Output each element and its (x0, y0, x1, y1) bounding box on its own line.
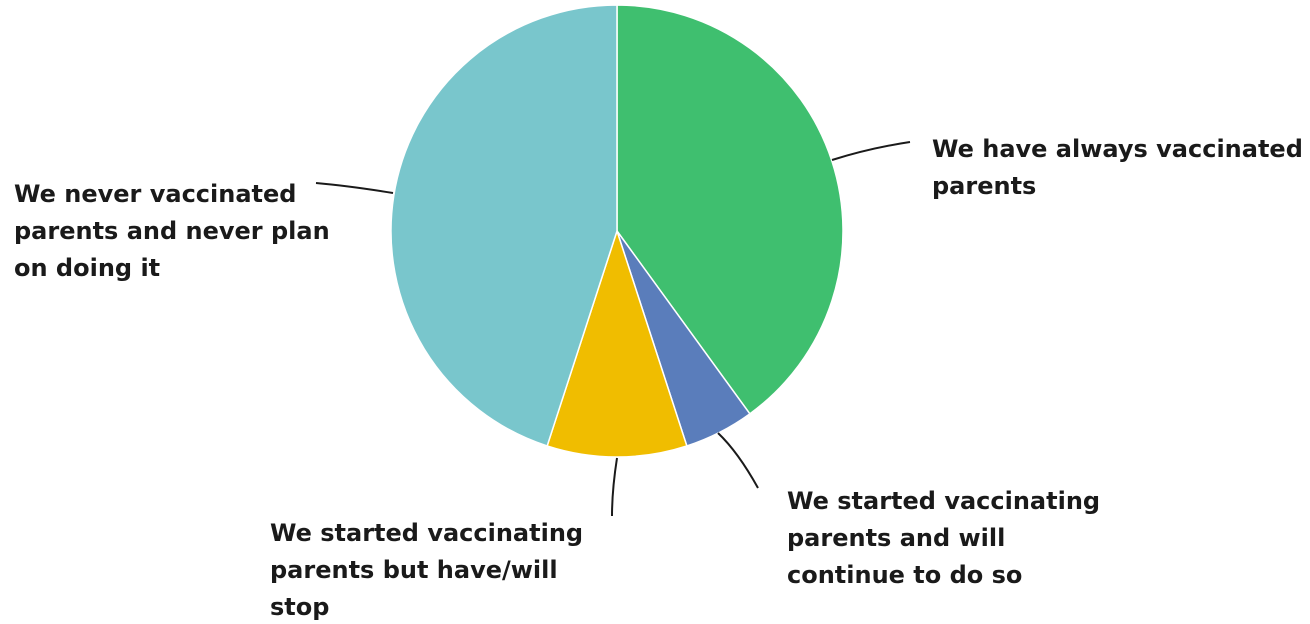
leader-line-1 (831, 141, 911, 161)
slice-label-2: We started vaccinating parents and will co… (787, 487, 1100, 589)
pie-slice-1 (616, 4, 844, 415)
slice-label-3: We started vaccinating parents but have/w… (270, 519, 583, 621)
leader-line-4 (315, 182, 394, 194)
leader-line-3 (611, 457, 618, 517)
pie-slice-4 (390, 4, 618, 447)
leader-lines-layer (315, 141, 911, 517)
slice-label-4: We never vaccinated parents and never pla… (14, 180, 330, 282)
slices-layer (390, 4, 844, 458)
leader-line-2 (717, 432, 759, 489)
labels-layer: We have always vaccinated parents We start… (14, 135, 1303, 621)
pie-slice-3 (546, 228, 688, 458)
slice-label-1: We have always vaccinated parents (932, 135, 1303, 200)
